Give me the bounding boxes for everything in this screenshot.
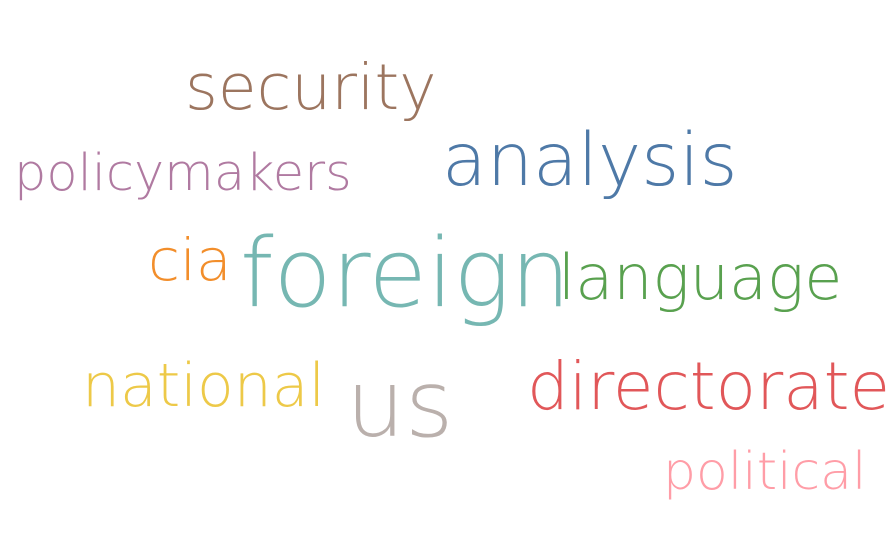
word-language: language [558,241,843,314]
word-directorate: directorate [527,348,886,425]
word-national: national [82,351,326,421]
word-security: security [185,51,437,124]
word-policymakers: policymakers [14,144,352,203]
word-us: us [346,350,454,458]
word-cia: cia [148,226,232,294]
word-analysis: analysis [442,118,738,203]
word-political: political [663,442,867,502]
word-foreign: foreign [240,219,571,329]
